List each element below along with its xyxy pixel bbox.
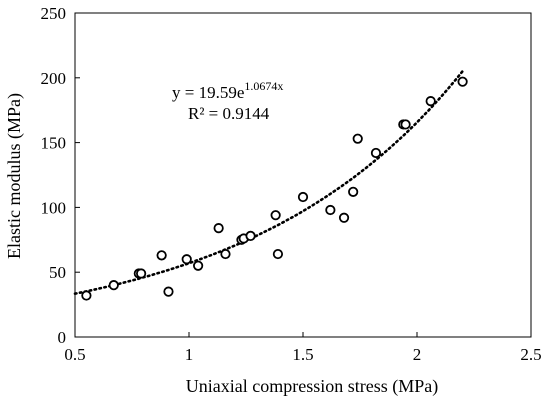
y-tick-label: 250 (41, 4, 67, 23)
data-point (213, 223, 224, 234)
x-tick-label: 2 (413, 345, 422, 364)
plot-frame (74, 12, 532, 338)
y-tick-label: 150 (41, 134, 67, 153)
x-axis-title: Uniaxial compression stress (MPa) (186, 376, 438, 397)
x-tick-label: 2.5 (520, 345, 541, 364)
data-point (220, 248, 231, 260)
x-tick-label: 1.5 (292, 345, 313, 364)
data-point (352, 133, 363, 144)
data-point (108, 280, 119, 291)
data-point (181, 254, 192, 265)
y-axis-ticks: 0 50 100 150 200 250 (41, 4, 80, 347)
trendline-equation: y = 19.59e1.0674x (172, 79, 283, 102)
data-point (272, 248, 284, 260)
y-tick-label: 100 (41, 198, 67, 217)
data-point (156, 250, 167, 261)
data-point (245, 230, 256, 242)
data-point (338, 212, 350, 223)
data-point (81, 290, 92, 301)
y-axis-title: Elastic modulus (MPa) (4, 93, 25, 259)
data-point (297, 191, 309, 203)
data-point (400, 119, 411, 130)
y-tick-label: 200 (41, 69, 67, 88)
x-axis-ticks: 0.5 1 1.5 2 2.5 (64, 332, 542, 364)
data-point (457, 76, 468, 87)
data-point (136, 268, 147, 279)
x-tick-label: 1 (185, 345, 194, 364)
y-tick-label: 50 (49, 263, 66, 282)
data-point (270, 210, 281, 221)
data-point (370, 147, 382, 159)
y-tick-label: 0 (58, 328, 67, 347)
data-point (163, 286, 174, 297)
axes (74, 12, 532, 338)
r-squared-label: R² = 0.9144 (188, 104, 270, 123)
data-points (81, 76, 468, 301)
data-point (325, 204, 336, 216)
x-tick-label: 0.5 (64, 345, 85, 364)
data-point (193, 260, 204, 271)
data-point (425, 96, 436, 107)
data-point (348, 186, 359, 197)
